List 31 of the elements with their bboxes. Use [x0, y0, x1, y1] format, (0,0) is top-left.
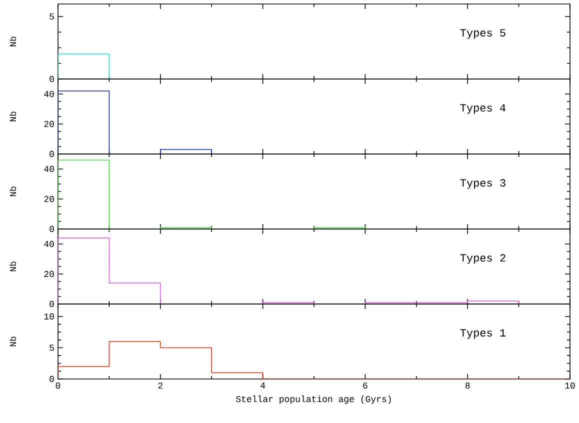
y-tick-label: 20	[44, 120, 54, 128]
y-axis-title: Nb	[9, 112, 16, 122]
y-axis-title: Nb	[9, 336, 16, 346]
x-tick-label: 0	[56, 382, 60, 389]
y-tick-label: 0	[50, 376, 54, 382]
x-tick-label: 4	[260, 382, 266, 388]
y-tick-label: 40	[44, 240, 54, 248]
y-tick-label: 0	[50, 150, 54, 158]
x-tick-label: 6	[363, 382, 368, 389]
y-tick-label: 40	[44, 90, 54, 98]
y-axis-title: Nb	[9, 36, 16, 46]
y-tick-label: 0	[50, 300, 54, 308]
y-tick-label: 40	[44, 166, 54, 172]
y-tick-label: 5	[50, 344, 54, 351]
annotation: Types 1	[460, 329, 506, 339]
x-tick-label: 2	[158, 382, 162, 389]
y-tick-label: 0	[50, 226, 54, 232]
y-axis-title: Nb	[9, 186, 16, 196]
annotation: Types 3	[460, 179, 506, 189]
y-tick-label: 20	[44, 270, 54, 278]
x-tick-label: 8	[465, 382, 470, 389]
x-axis-title: Stellar population age (Gyrs)	[236, 395, 391, 404]
y-axis-title: Nb	[9, 262, 16, 272]
y-tick-label: 20	[44, 196, 54, 202]
annotation: Types 4	[460, 104, 506, 114]
y-tick-label: 0	[50, 76, 54, 82]
y-tick-label: 10	[44, 313, 54, 320]
annotation: Types 5	[460, 29, 506, 39]
annotation: Types 2	[460, 254, 506, 264]
y-tick-label: 5	[50, 13, 54, 20]
x-tick-label: 10	[565, 382, 575, 389]
